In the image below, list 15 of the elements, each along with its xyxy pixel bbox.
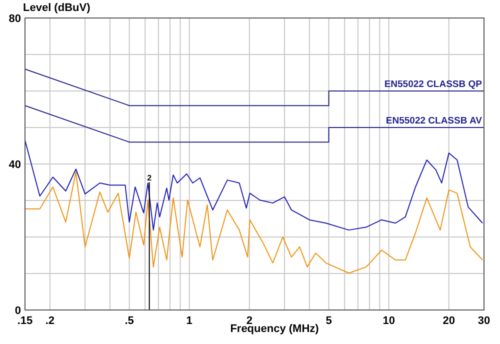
x-tick-label: 30 bbox=[478, 314, 490, 327]
y-tick-label: 40 bbox=[8, 158, 21, 171]
x-tick-label: 20 bbox=[442, 314, 455, 327]
x-tick-label: 5 bbox=[326, 314, 332, 327]
x-tick-label: 10 bbox=[382, 314, 395, 327]
series-label: EN55022 CLASSB AV bbox=[386, 116, 483, 126]
y-axis-title: Level (dBuV) bbox=[23, 2, 91, 14]
x-tick-label: .15 bbox=[17, 314, 33, 327]
y-tick-label: 80 bbox=[8, 12, 21, 25]
x-tick-label: .2 bbox=[45, 314, 55, 327]
x-tick-label: 1 bbox=[186, 314, 192, 327]
x-tick-label: .5 bbox=[124, 314, 134, 327]
series-label: EN55022 CLASSB QP bbox=[384, 79, 483, 90]
y-tick-label: 0 bbox=[14, 304, 21, 317]
annotation: 2 bbox=[147, 173, 152, 182]
